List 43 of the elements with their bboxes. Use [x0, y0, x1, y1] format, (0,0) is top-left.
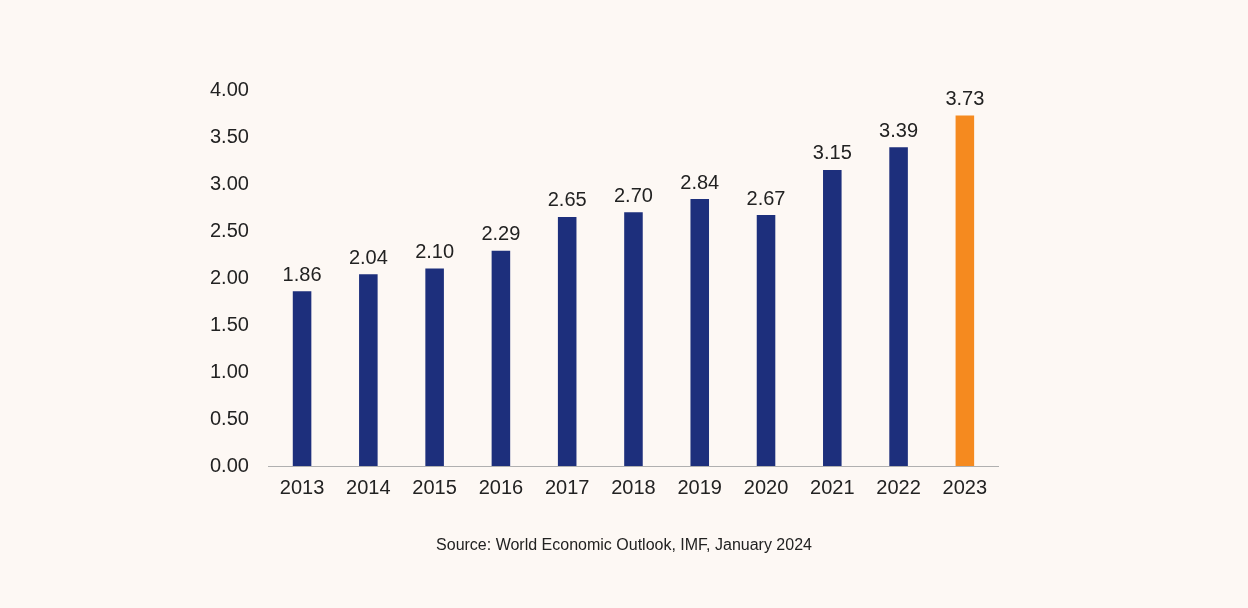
- data-label: 2.65: [547, 188, 587, 211]
- x-tick-label: 2014: [346, 475, 391, 498]
- x-tick-label: 2018: [611, 475, 656, 498]
- bar: [823, 169, 842, 466]
- y-tick-label: 4.00: [209, 77, 249, 100]
- x-tick-label: 2020: [743, 475, 789, 498]
- data-label: 2.04: [348, 245, 388, 268]
- bar: [690, 199, 710, 466]
- bar: [557, 216, 577, 466]
- data-label: 2.84: [680, 170, 720, 193]
- bar: [889, 147, 908, 466]
- bar: [756, 215, 776, 466]
- bar: [491, 250, 511, 466]
- data-label: 2.70: [613, 183, 653, 206]
- data-label: 3.39: [879, 118, 919, 141]
- x-tick-label: 2016: [478, 475, 524, 498]
- y-tick-label: 3.50: [209, 124, 249, 147]
- y-tick-label: 0.00: [209, 453, 249, 476]
- y-tick-label: 3.00: [209, 171, 249, 194]
- bar: [359, 274, 378, 466]
- data-label: 3.73: [945, 86, 985, 109]
- bar: [425, 268, 444, 466]
- y-tick-label: 1.00: [209, 359, 249, 382]
- data-label: 2.10: [415, 240, 455, 263]
- data-label: 2.67: [746, 186, 786, 209]
- y-tick-label: 2.00: [209, 265, 249, 288]
- x-tick-label: 2021: [810, 475, 855, 498]
- x-tick-label: 2015: [412, 475, 457, 498]
- x-tick-label: 2013: [279, 475, 325, 498]
- y-tick-label: 1.50: [209, 312, 249, 335]
- x-tick-label: 2017: [544, 475, 590, 498]
- y-tick-label: 0.50: [209, 406, 249, 429]
- x-tick-label: 2022: [876, 475, 921, 498]
- bar: [292, 291, 312, 466]
- bar: [624, 212, 643, 466]
- y-tick-label: 2.50: [209, 218, 249, 241]
- source-note: Source: World Economic Outlook, IMF, January 2024: [435, 536, 813, 554]
- data-label: 2.29: [481, 222, 521, 245]
- x-tick-label: 2019: [677, 475, 722, 498]
- bar: [955, 115, 975, 466]
- data-label: 3.15: [812, 141, 852, 164]
- data-label: 1.86: [282, 262, 322, 285]
- x-tick-label: 2023: [942, 475, 988, 498]
